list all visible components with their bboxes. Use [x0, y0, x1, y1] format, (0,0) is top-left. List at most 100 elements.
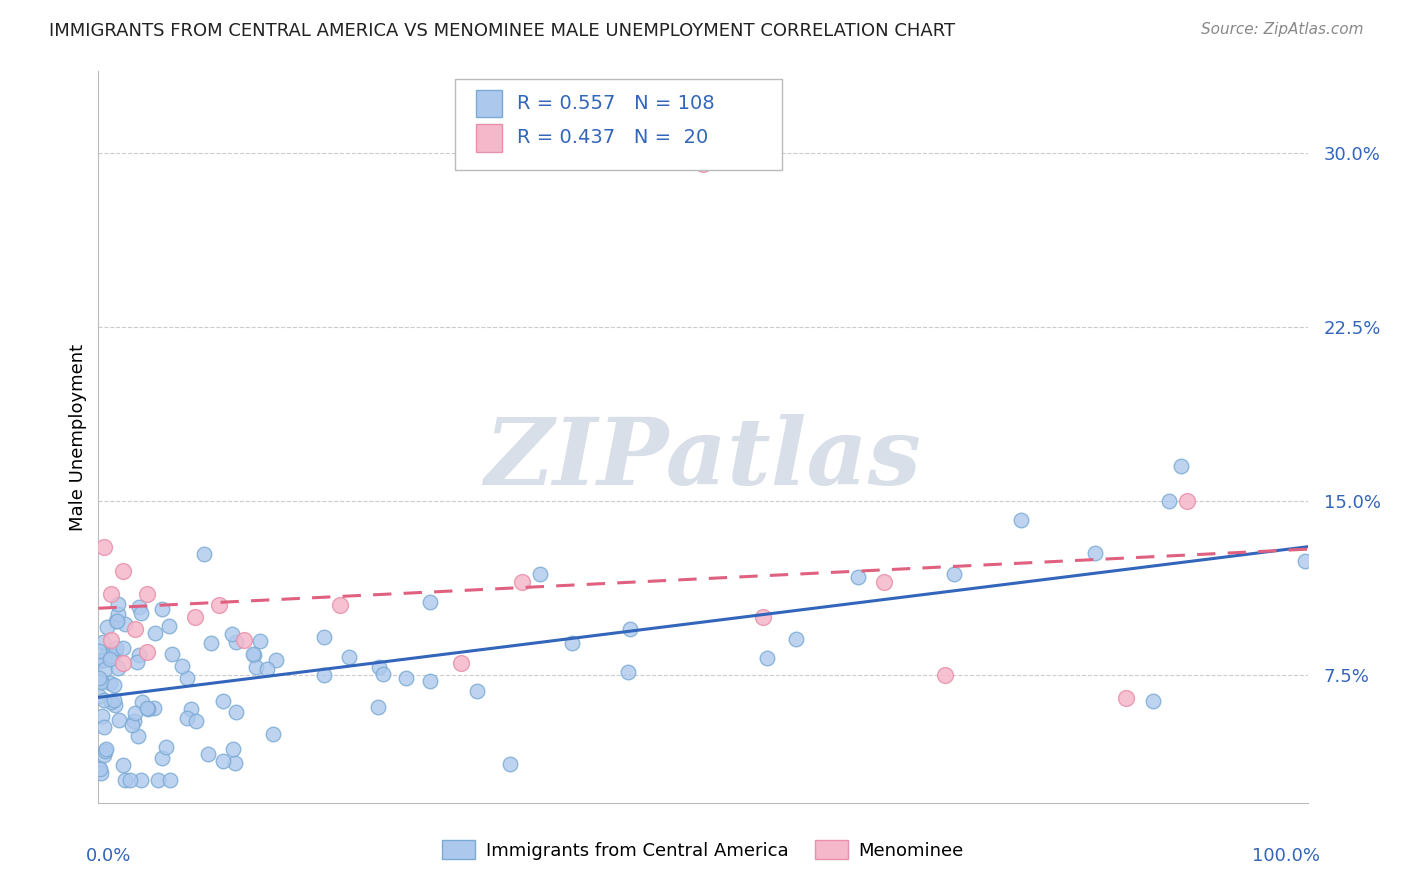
Point — [107, 661, 129, 675]
Point — [262, 726, 284, 740]
Point — [142, 701, 165, 715]
FancyBboxPatch shape — [475, 124, 502, 152]
Point — [193, 547, 215, 561]
Point — [225, 705, 247, 719]
Point — [1142, 694, 1164, 708]
Text: R = 0.557   N = 108: R = 0.557 N = 108 — [517, 94, 714, 113]
Point — [111, 564, 134, 578]
Y-axis label: Male Unemployment: Male Unemployment — [69, 343, 87, 531]
Point — [143, 625, 166, 640]
Point — [1170, 458, 1192, 473]
Point — [329, 599, 352, 613]
Point — [89, 644, 111, 658]
Point — [499, 756, 522, 771]
Point — [1294, 554, 1316, 568]
Point — [94, 744, 117, 758]
Point — [114, 617, 136, 632]
Text: 0.0%: 0.0% — [86, 847, 132, 864]
Point — [87, 671, 110, 685]
Point — [1157, 494, 1180, 508]
Point — [249, 633, 271, 648]
Point — [176, 671, 198, 685]
Point — [107, 713, 129, 727]
Point — [135, 701, 157, 715]
Point — [510, 575, 533, 590]
Point — [128, 600, 150, 615]
Point — [112, 640, 135, 655]
Text: ZIPatlas: ZIPatlas — [485, 414, 921, 504]
Point — [124, 706, 146, 720]
Point — [107, 598, 129, 612]
Point — [186, 714, 208, 728]
Point — [104, 646, 127, 660]
Point — [200, 636, 222, 650]
Point — [100, 648, 122, 663]
Point — [146, 772, 169, 787]
Point — [785, 632, 807, 647]
Point — [127, 729, 149, 743]
Point — [1010, 513, 1032, 527]
Point — [367, 700, 389, 714]
Point — [450, 657, 472, 671]
Point — [104, 698, 127, 713]
Point — [619, 622, 641, 636]
Point — [89, 654, 111, 668]
Point — [942, 567, 965, 582]
Point — [103, 692, 125, 706]
Point — [337, 649, 360, 664]
Point — [135, 587, 157, 601]
Point — [208, 599, 231, 613]
Point — [136, 702, 159, 716]
Point — [111, 657, 134, 671]
Point — [129, 772, 152, 787]
Point — [752, 610, 775, 624]
Point — [105, 615, 128, 629]
Legend: Immigrants from Central America, Menominee: Immigrants from Central America, Menomin… — [434, 833, 972, 867]
Point — [256, 662, 278, 676]
Point — [122, 714, 145, 728]
Point — [93, 747, 115, 762]
Point — [150, 751, 173, 765]
Point — [121, 718, 143, 732]
Point — [224, 756, 246, 770]
Point — [98, 676, 121, 690]
Point — [242, 647, 264, 661]
Point — [100, 633, 122, 648]
Point — [312, 667, 335, 681]
Point — [419, 673, 441, 688]
Point — [94, 742, 117, 756]
Point — [264, 653, 287, 667]
FancyBboxPatch shape — [456, 78, 782, 170]
Point — [756, 651, 779, 665]
Point — [93, 653, 115, 667]
Point — [128, 648, 150, 663]
Point — [96, 647, 118, 661]
Point — [131, 695, 153, 709]
Point — [90, 674, 112, 689]
Point — [112, 758, 135, 772]
Point — [100, 695, 122, 709]
Point — [1115, 691, 1137, 706]
Point — [846, 569, 869, 583]
Point — [93, 693, 115, 707]
Point — [170, 658, 193, 673]
Point — [150, 601, 173, 615]
Point — [617, 665, 640, 679]
FancyBboxPatch shape — [475, 90, 502, 118]
Text: 100.0%: 100.0% — [1251, 847, 1320, 864]
Point — [160, 648, 183, 662]
Point — [211, 694, 233, 708]
Point — [180, 702, 202, 716]
Point — [87, 690, 110, 704]
Text: Source: ZipAtlas.com: Source: ZipAtlas.com — [1201, 22, 1364, 37]
Point — [176, 711, 198, 725]
Point — [90, 765, 112, 780]
Point — [529, 567, 551, 582]
Point — [103, 678, 125, 692]
Text: IMMIGRANTS FROM CENTRAL AMERICA VS MENOMINEE MALE UNEMPLOYMENT CORRELATION CHART: IMMIGRANTS FROM CENTRAL AMERICA VS MENOM… — [49, 22, 955, 40]
Point — [89, 762, 111, 776]
Point — [692, 157, 714, 171]
Point — [232, 633, 254, 648]
Point — [96, 620, 118, 634]
Point — [157, 618, 180, 632]
